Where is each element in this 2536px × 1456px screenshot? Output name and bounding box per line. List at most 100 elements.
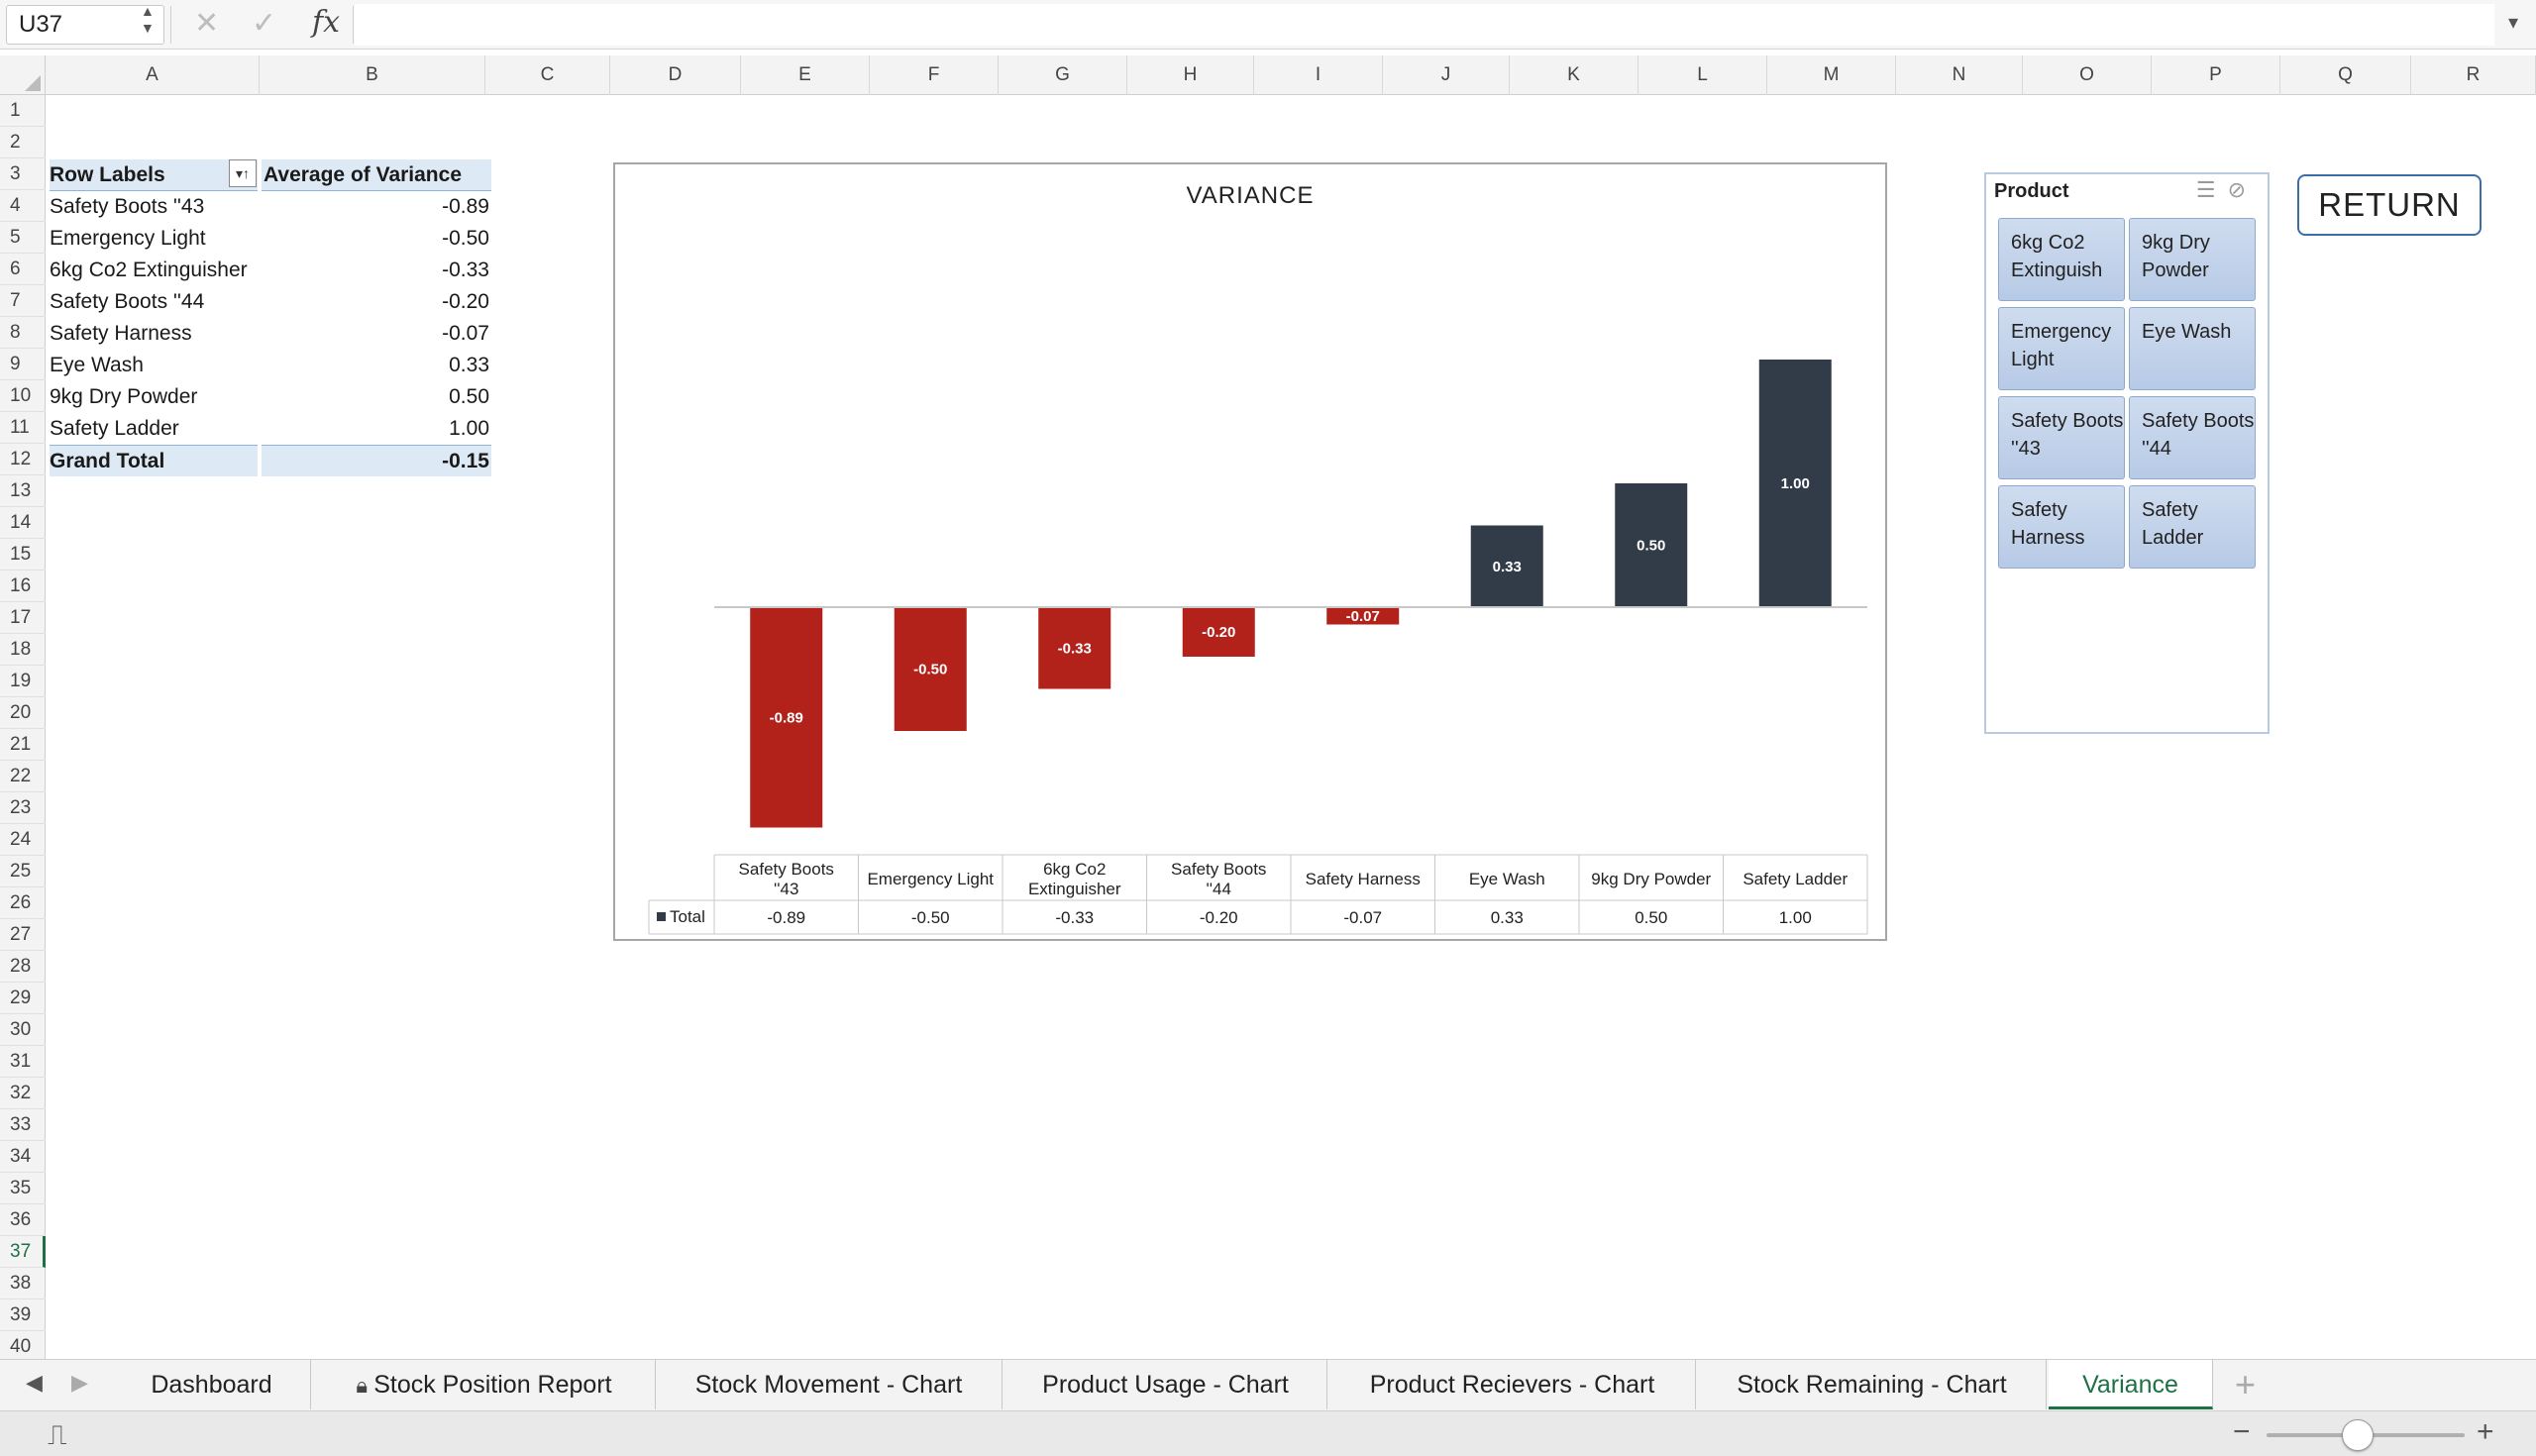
- cancel-icon[interactable]: ✕: [194, 7, 220, 40]
- chart-bar[interactable]: [1326, 607, 1400, 625]
- row-header[interactable]: 18: [0, 634, 46, 666]
- clear-filter-icon[interactable]: ⊘: [2227, 177, 2258, 202]
- column-header[interactable]: I: [1254, 55, 1383, 95]
- slicer-item[interactable]: Safety Ladder: [2129, 485, 2256, 569]
- column-header[interactable]: P: [2152, 55, 2280, 95]
- row-header[interactable]: 24: [0, 824, 46, 856]
- slicer-item[interactable]: 9kg Dry Powder: [2129, 218, 2256, 301]
- sheet-tab[interactable]: Stock Remaining - Chart: [1698, 1360, 2047, 1409]
- slicer-item[interactable]: Eye Wash: [2129, 307, 2256, 390]
- pivot-row-label[interactable]: Eye Wash: [50, 354, 144, 376]
- pivot-row-label[interactable]: Safety Boots ''44: [50, 290, 205, 313]
- column-header[interactable]: F: [870, 55, 999, 95]
- pivot-grand-total-value[interactable]: -0.15: [262, 445, 491, 476]
- row-header[interactable]: 15: [0, 539, 46, 571]
- row-header[interactable]: 17: [0, 602, 46, 634]
- row-header[interactable]: 39: [0, 1300, 46, 1331]
- row-header[interactable]: 9: [0, 349, 46, 380]
- row-header[interactable]: 5: [0, 222, 46, 254]
- slicer-item[interactable]: Emergency Light: [1998, 307, 2125, 390]
- expand-formula-bar-icon[interactable]: ▾: [2508, 12, 2519, 34]
- chart-bar[interactable]: [1615, 483, 1688, 607]
- sheet-tab[interactable]: 🔒︎ Stock Position Report: [313, 1360, 656, 1409]
- select-all-corner[interactable]: [0, 55, 46, 95]
- pivot-header-average[interactable]: Average of Variance: [262, 159, 491, 191]
- column-header[interactable]: D: [610, 55, 741, 95]
- pivot-row-label[interactable]: 6kg Co2 Extinguisher: [50, 259, 248, 281]
- chart-bar[interactable]: [1758, 360, 1832, 607]
- pivot-grand-total-label[interactable]: Grand Total: [50, 445, 258, 476]
- row-header[interactable]: 21: [0, 729, 46, 761]
- row-header[interactable]: 6: [0, 254, 46, 285]
- pivot-row-label[interactable]: Safety Boots ''43: [50, 195, 205, 218]
- row-header[interactable]: 23: [0, 792, 46, 824]
- row-header[interactable]: 25: [0, 856, 46, 887]
- previous-sheet-icon[interactable]: ◀: [26, 1370, 43, 1395]
- pivot-row-value[interactable]: -0.07: [442, 322, 489, 345]
- chart-bar[interactable]: [750, 607, 823, 828]
- sheet-tab[interactable]: Product Usage - Chart: [1004, 1360, 1327, 1409]
- add-sheet-icon[interactable]: +: [2235, 1364, 2257, 1404]
- row-header[interactable]: 35: [0, 1173, 46, 1204]
- row-header[interactable]: 30: [0, 1014, 46, 1046]
- pivot-row-value[interactable]: -0.89: [442, 195, 489, 218]
- chart-bar[interactable]: [894, 607, 967, 731]
- sheet-tab[interactable]: Dashboard: [113, 1360, 311, 1409]
- row-header[interactable]: 14: [0, 507, 46, 539]
- column-header[interactable]: O: [2023, 55, 2152, 95]
- pivot-row-label[interactable]: Emergency Light: [50, 227, 206, 250]
- slicer-item[interactable]: Safety Boots ''43: [1998, 396, 2125, 479]
- row-header[interactable]: 36: [0, 1204, 46, 1236]
- column-header[interactable]: J: [1383, 55, 1510, 95]
- filter-dropdown-icon[interactable]: ▾↑: [229, 159, 257, 187]
- sheet-tab[interactable]: Variance: [2049, 1360, 2213, 1409]
- zoom-out-icon[interactable]: −: [2233, 1415, 2251, 1448]
- insert-function-icon[interactable]: fx: [312, 5, 341, 40]
- column-header[interactable]: R: [2411, 55, 2536, 95]
- row-header[interactable]: 4: [0, 190, 46, 222]
- row-header[interactable]: 3: [0, 158, 46, 190]
- column-header[interactable]: H: [1127, 55, 1254, 95]
- pivot-row-value[interactable]: -0.33: [442, 259, 489, 281]
- row-header[interactable]: 26: [0, 887, 46, 919]
- row-header[interactable]: 22: [0, 761, 46, 792]
- chart-bar[interactable]: [1182, 607, 1255, 657]
- column-header[interactable]: N: [1896, 55, 2023, 95]
- slicer-item[interactable]: 6kg Co2 Extinguish: [1998, 218, 2125, 301]
- pivot-row-label[interactable]: Safety Harness: [50, 322, 192, 345]
- row-header[interactable]: 7: [0, 285, 46, 317]
- pivot-row-value[interactable]: 0.50: [449, 385, 489, 408]
- row-header[interactable]: 16: [0, 571, 46, 602]
- pivot-header-row-labels[interactable]: Row Labels: [50, 159, 258, 191]
- column-header[interactable]: A: [46, 55, 260, 95]
- zoom-in-icon[interactable]: +: [2477, 1415, 2494, 1448]
- column-header[interactable]: Q: [2280, 55, 2411, 95]
- row-header[interactable]: 38: [0, 1268, 46, 1300]
- column-header[interactable]: L: [1638, 55, 1767, 95]
- chart-bar[interactable]: [1038, 607, 1111, 689]
- row-header[interactable]: 20: [0, 697, 46, 729]
- column-header[interactable]: E: [741, 55, 870, 95]
- pivot-row-label[interactable]: Safety Ladder: [50, 417, 179, 440]
- row-header[interactable]: 19: [0, 666, 46, 697]
- row-header[interactable]: 13: [0, 475, 46, 507]
- row-header[interactable]: 29: [0, 983, 46, 1014]
- pivot-row-value[interactable]: -0.20: [442, 290, 489, 313]
- pivot-row-value[interactable]: 1.00: [449, 417, 489, 440]
- product-slicer[interactable]: Product ☰⊘ 6kg Co2 Extinguish 9kg Dry Pow…: [1984, 172, 2270, 734]
- row-header[interactable]: 27: [0, 919, 46, 951]
- column-header[interactable]: M: [1767, 55, 1896, 95]
- pivot-row-label[interactable]: 9kg Dry Powder: [50, 385, 198, 408]
- pivot-row-value[interactable]: -0.50: [442, 227, 489, 250]
- row-header[interactable]: 28: [0, 951, 46, 983]
- row-header[interactable]: 11: [0, 412, 46, 444]
- slicer-item[interactable]: Safety Boots ''44: [2129, 396, 2256, 479]
- pivot-row-value[interactable]: 0.33: [449, 354, 489, 376]
- row-header[interactable]: 33: [0, 1109, 46, 1141]
- formula-input[interactable]: [355, 4, 2494, 46]
- row-header[interactable]: 37: [0, 1236, 46, 1268]
- multi-select-icon[interactable]: ☰: [2195, 177, 2228, 202]
- row-header[interactable]: 34: [0, 1141, 46, 1173]
- column-header[interactable]: B: [260, 55, 485, 95]
- zoom-slider-handle[interactable]: [2342, 1419, 2374, 1451]
